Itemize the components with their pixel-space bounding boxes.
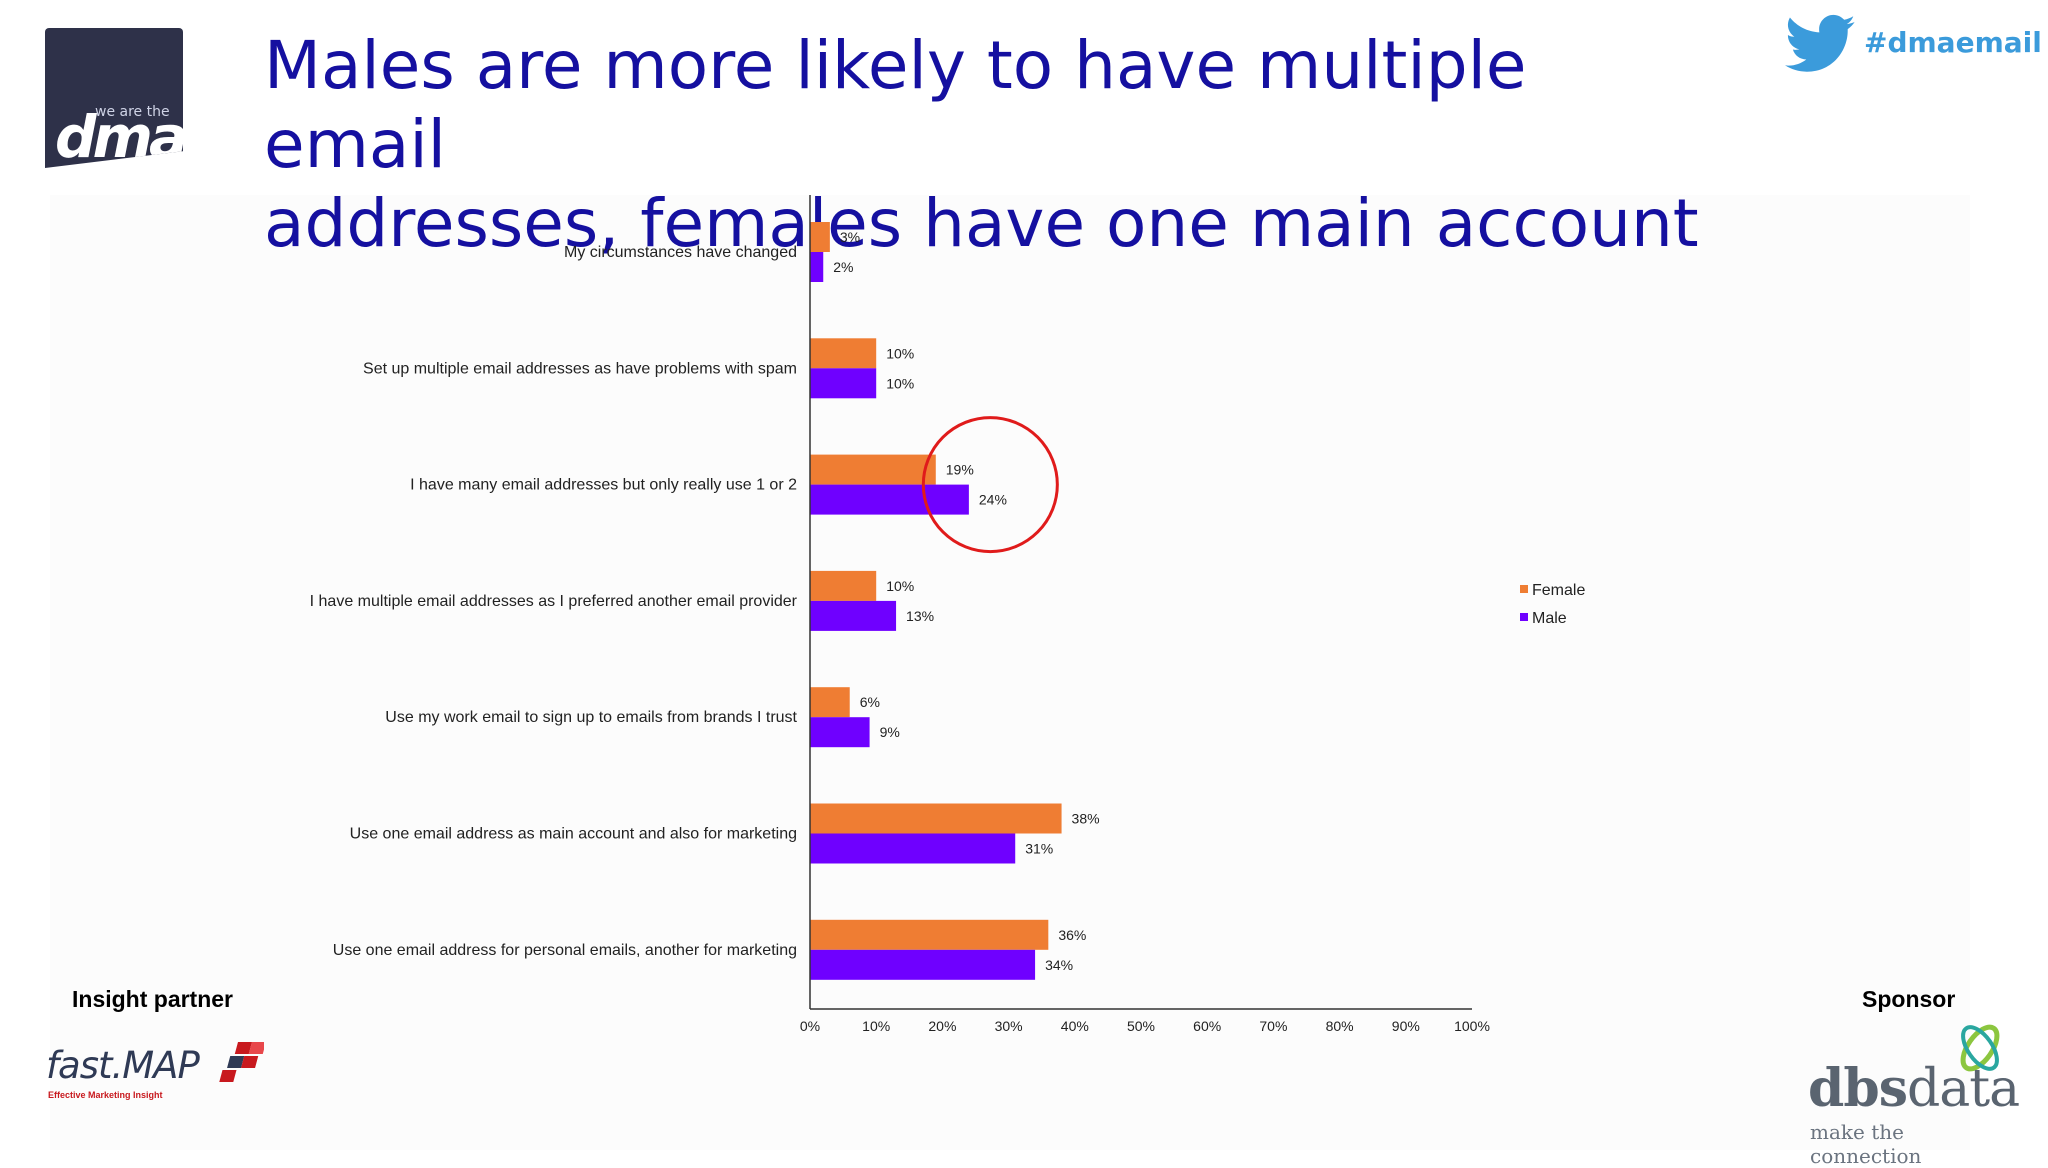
male-value-label: 10% <box>886 375 914 391</box>
female-bar <box>810 454 936 485</box>
female-bar <box>810 338 877 369</box>
hashtag: #dmaemail <box>1864 26 2042 59</box>
female-bar <box>810 687 850 718</box>
chart-background <box>50 195 1970 1150</box>
legend-swatch-male <box>1520 613 1528 621</box>
sponsor-label: Sponsor <box>1862 986 1956 1012</box>
female-bar <box>810 803 1062 834</box>
male-bar <box>810 252 824 282</box>
dbsdata-logo-text-rest: data <box>1907 1059 2020 1119</box>
female-bar <box>810 570 877 601</box>
female-value-label: 38% <box>1072 811 1100 827</box>
male-value-label: 24% <box>979 492 1007 508</box>
female-bar <box>810 222 830 252</box>
category-label: Use one email address as main account an… <box>350 826 797 843</box>
category-label: Set up multiple email addresses as have … <box>363 360 797 377</box>
page-title-line-2: addresses, females have one main account <box>264 185 1699 262</box>
female-value-label: 36% <box>1058 927 1086 943</box>
dma-logo-small-text: we are the <box>95 104 170 120</box>
x-tick-label: 60% <box>1193 1018 1221 1034</box>
x-tick-label: 20% <box>928 1018 956 1034</box>
dma-logo: we are the dma <box>45 28 183 168</box>
insight-partner-label: Insight partner <box>72 986 234 1012</box>
female-value-label: 3% <box>840 229 860 245</box>
x-tick-label: 100% <box>1454 1018 1490 1034</box>
x-tick-label: 0% <box>800 1018 820 1034</box>
male-value-label: 31% <box>1025 841 1053 857</box>
x-tick-label: 30% <box>995 1018 1023 1034</box>
male-bar <box>810 368 877 399</box>
female-value-label: 6% <box>860 694 880 710</box>
male-value-label: 34% <box>1045 957 1073 973</box>
female-value-label: 10% <box>886 578 914 594</box>
page-title-line-1: Males are more likely to have multiple e… <box>264 27 1527 183</box>
x-tick-label: 10% <box>862 1018 890 1034</box>
male-value-label: 9% <box>880 724 900 740</box>
dbsdata-swirl-icon <box>1960 1024 2000 1072</box>
male-bar <box>810 949 1036 980</box>
x-tick-label: 40% <box>1061 1018 1089 1034</box>
male-bar <box>810 484 969 515</box>
x-tick-label: 70% <box>1259 1018 1287 1034</box>
legend-swatch-female <box>1520 585 1528 593</box>
fastmap-tagline: Effective Marketing Insight <box>48 1090 163 1100</box>
dbsdata-tagline: make the connection <box>1810 1120 1922 1168</box>
category-label: I have multiple email addresses as I pre… <box>310 593 798 610</box>
category-label: My circumstances have changed <box>564 244 797 261</box>
fastmap-logo-text: fast.MAP <box>46 1044 200 1087</box>
category-label: I have many email addresses but only rea… <box>410 477 797 494</box>
x-tick-label: 90% <box>1392 1018 1420 1034</box>
male-bar <box>810 833 1016 864</box>
dbsdata-logo: dbsdata make the connection <box>1800 1020 2020 1168</box>
x-tick-label: 50% <box>1127 1018 1155 1034</box>
twitter-bird-icon <box>1785 14 1855 72</box>
female-value-label: 10% <box>886 345 914 361</box>
legend-label-female: Female <box>1532 582 1585 599</box>
male-value-label: 13% <box>906 608 934 624</box>
male-bar <box>810 600 897 631</box>
category-label: Use one email address for personal email… <box>333 942 797 959</box>
female-bar <box>810 919 1049 950</box>
male-bar <box>810 717 870 748</box>
category-label: Use my work email to sign up to emails f… <box>385 709 797 726</box>
male-value-label: 2% <box>833 259 853 275</box>
page-title: Males are more likely to have multiple e… <box>264 26 1704 263</box>
female-value-label: 19% <box>946 462 974 478</box>
legend-label-male: Male <box>1532 610 1567 627</box>
highlight-circle <box>921 416 1059 554</box>
fastmap-squares-icon <box>219 1042 264 1082</box>
dbsdata-logo-text: dbsdata <box>1808 1058 2020 1119</box>
x-tick-label: 80% <box>1326 1018 1354 1034</box>
fastmap-logo: fast.MAP Effective Marketing Insight <box>46 1042 266 1104</box>
dbsdata-logo-text-bold: dbs <box>1808 1058 1908 1119</box>
